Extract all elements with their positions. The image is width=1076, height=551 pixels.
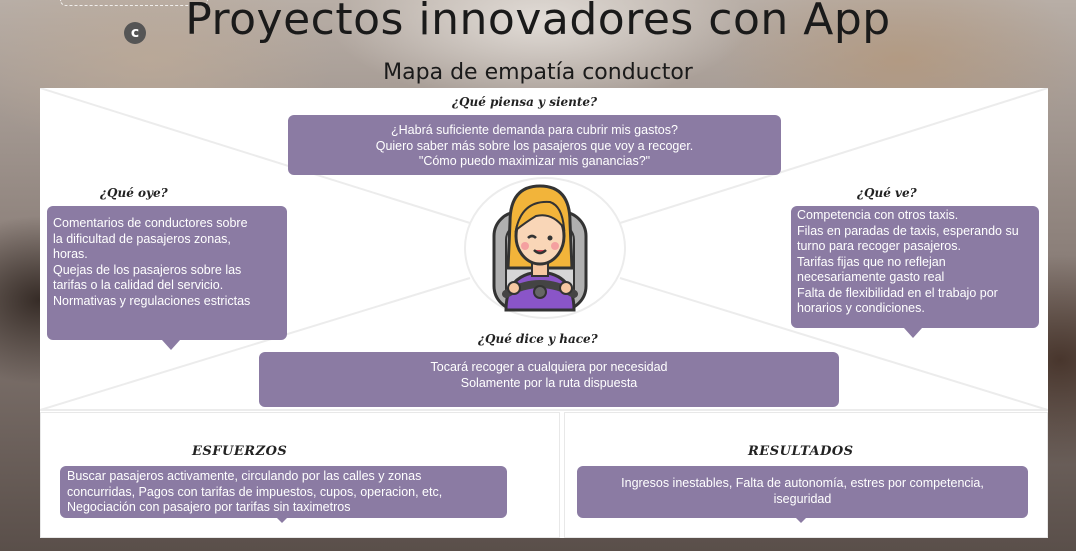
oye-line: tarifas o la calidad del servicio. — [53, 278, 224, 292]
dice-heading: ¿Qué dice y hace? — [478, 332, 598, 346]
ve-line: necesariamente gasto real — [797, 270, 945, 284]
oye-line: Normativas y regulaciones estrictas — [53, 293, 251, 308]
oye-heading: ¿Qué oye? — [100, 186, 168, 200]
dice-line: Solamente por la ruta dispuesta — [460, 375, 638, 390]
dice-box: Tocará recoger a cualquiera por necesida… — [259, 352, 839, 407]
oye-box-pointer — [162, 340, 180, 350]
dice-line: Tocará recoger a cualquiera por necesida… — [430, 360, 668, 374]
oye-line: horas. — [53, 247, 88, 261]
resultados-title: RESULTADOS — [748, 444, 854, 459]
ve-line: Tarifas fijas que no reflejan — [797, 254, 946, 269]
oye-line: la dificultad de pasajeros zonas, — [53, 231, 231, 246]
esfuerzos-title: ESFUERZOS — [192, 444, 288, 459]
esfuerzos-box: Buscar pasajeros activamente, circulando… — [60, 466, 507, 518]
esfuerzos-box-pointer — [276, 517, 288, 523]
piensa-heading: ¿Qué piensa y siente? — [452, 95, 598, 109]
oye-line: Quejas de los pasajeros sobre las — [53, 262, 242, 277]
taxi-driver-woman-icon — [492, 182, 588, 312]
piensa-line: "Cómo puedo maximizar mis ganancias?" — [418, 154, 651, 168]
oye-box: Comentarios de conductores sobre la difi… — [47, 206, 287, 340]
ve-line: Competencia con otros taxis. — [797, 208, 959, 222]
esfuerzos-line: concurridas, Pagos con tarifas de impues… — [67, 484, 443, 499]
esfuerzos-line: Buscar pasajeros activamente, circulando… — [67, 469, 422, 483]
resultados-box-pointer — [795, 517, 807, 523]
resultados-line: iseguridad — [773, 491, 832, 506]
resultados-line: Ingresos inestables, Falta de autonomía,… — [621, 476, 984, 490]
page-subtitle: Mapa de empatía conductor — [383, 60, 693, 85]
ve-heading: ¿Qué ve? — [857, 186, 917, 200]
empathy-map-board: ¿Qué piensa y siente? ¿Habrá suficiente … — [40, 88, 1048, 538]
oye-line: Comentarios de conductores sobre — [53, 216, 248, 230]
ve-line: Filas en paradas de taxis, esperando su — [797, 223, 1019, 238]
piensa-line: ¿Habrá suficiente demanda para cubrir mi… — [391, 123, 678, 137]
esfuerzos-line: Negociación con pasajero por tarifas sin… — [67, 500, 351, 514]
piensa-line: Quiero saber más sobre los pasajeros que… — [375, 138, 694, 153]
ve-line: turno para recoger pasajeros. — [797, 239, 961, 253]
ve-line: horarios y condiciones. — [797, 301, 925, 315]
ve-line: Falta de flexibilidad en el trabajo por — [797, 285, 998, 300]
page-title: Proyectos innovadores con App — [185, 0, 891, 45]
ve-box: Competencia con otros taxis. Filas en pa… — [791, 206, 1039, 328]
ve-box-pointer — [904, 328, 922, 338]
board-diagonal-lines — [40, 88, 1048, 411]
resultados-box: Ingresos inestables, Falta de autonomía,… — [577, 466, 1028, 518]
piensa-box: ¿Habrá suficiente demanda para cubrir mi… — [288, 115, 781, 175]
copyright-c-icon: c — [124, 22, 146, 44]
